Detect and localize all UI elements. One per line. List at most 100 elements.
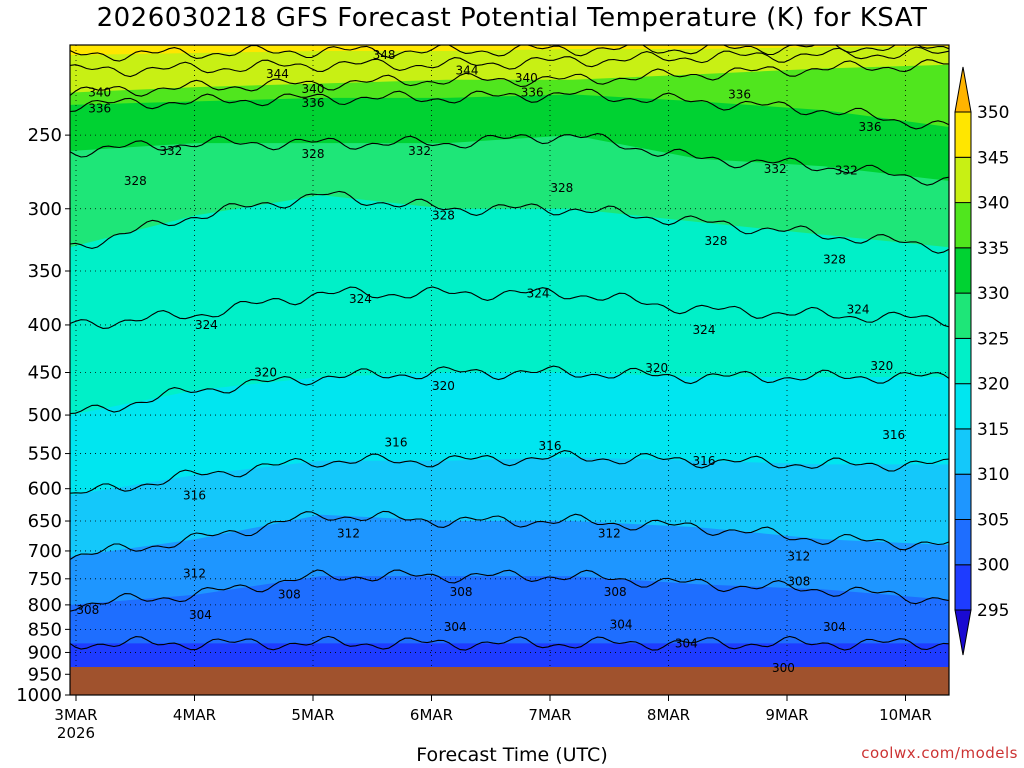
contour-label: 304	[675, 636, 698, 650]
x-axis-label: Forecast Time (UTC)	[416, 744, 608, 766]
contour-line-328	[70, 190, 949, 254]
y-tick-label: 600	[28, 479, 62, 500]
contour-label: 324	[693, 323, 716, 337]
contour-label: 332	[764, 162, 787, 176]
contour-label: 320	[870, 359, 893, 373]
y-tick-label: 250	[28, 125, 62, 146]
grid-lines	[70, 45, 949, 695]
y-tick-label: 750	[28, 569, 62, 590]
y-tick-label: 850	[28, 619, 62, 640]
colorbar-swatch	[954, 247, 972, 294]
contour-label: 304	[444, 620, 467, 634]
x-tick-label: 6MAR	[410, 706, 453, 724]
contour-label: 340	[88, 86, 111, 100]
contour-label: 336	[302, 96, 325, 110]
contour-label: 344	[456, 63, 479, 77]
contour-label: 320	[432, 379, 455, 393]
contour-label: 328	[550, 181, 573, 195]
y-tick-label: 550	[28, 444, 62, 465]
contour-label: 308	[450, 585, 473, 599]
colorbar-swatch	[954, 473, 972, 521]
colorbar-min-arrow	[954, 609, 972, 656]
colorbar-swatch	[954, 337, 972, 385]
contour-label: 304	[189, 608, 212, 622]
colorbar-tick-label: 320	[977, 375, 1009, 395]
contour-label: 308	[787, 575, 810, 589]
y-tick-label: 950	[28, 664, 62, 685]
colorbar-tick-label: 310	[977, 465, 1009, 485]
colorbar-tick-label: 330	[977, 284, 1009, 304]
contour-label: 308	[76, 603, 99, 617]
contour-label: 332	[159, 144, 182, 158]
contour-label: 300	[772, 661, 795, 675]
contour-label: 312	[183, 566, 206, 580]
x-tick-label: 4MAR	[173, 706, 216, 724]
temperature-fill	[70, 45, 949, 695]
contour-line-312	[70, 510, 949, 560]
colorbar-swatch	[954, 564, 972, 611]
x-tick-label: 8MAR	[647, 706, 690, 724]
contour-label: 332	[408, 144, 431, 158]
contour-label: 340	[302, 82, 325, 96]
x-tick-year: 2026	[57, 724, 95, 742]
colorbar-tick-label: 325	[977, 329, 1009, 349]
contour-line-316	[70, 450, 949, 494]
colorbar-tick-label: 315	[977, 420, 1009, 440]
plot-frame	[69, 44, 950, 696]
contour-label: 344	[266, 67, 289, 81]
contour-label: 348	[373, 48, 396, 62]
contour-label: 324	[527, 287, 550, 301]
x-tick-label: 7MAR	[528, 706, 571, 724]
contour-label: 316	[539, 439, 562, 453]
contour-label: 316	[693, 454, 716, 468]
y-tick-label: 800	[28, 595, 62, 616]
colorbar-tick-label: 295	[977, 601, 1009, 621]
contour-label: 320	[254, 366, 277, 380]
contour-label: 308	[278, 588, 301, 602]
contour-label: 308	[604, 585, 627, 599]
colorbar-tick-label: 300	[977, 556, 1009, 576]
colorbar-tick-label: 350	[977, 103, 1009, 123]
x-tick-label: 10MAR	[879, 706, 932, 724]
contour-label: 316	[183, 488, 206, 502]
y-tick-label: 900	[28, 642, 62, 663]
colorbar-swatch	[954, 111, 972, 158]
y-tick-label: 650	[28, 511, 62, 532]
y-axis: 2503003504004505005506006507007508008509…	[16, 125, 70, 706]
colorbar-tick-label: 335	[977, 239, 1009, 259]
contour-label: 312	[598, 526, 621, 540]
colorbar-swatch	[954, 292, 972, 339]
y-tick-label: 1000	[16, 685, 62, 706]
colorbar: 295 300 305 310 315 320 325 330 335 340 345 350	[954, 66, 1009, 656]
contour-line-324	[70, 286, 949, 329]
ground-fill	[70, 667, 949, 695]
contour-line-304	[70, 635, 949, 651]
y-tick-label: 400	[28, 315, 62, 336]
contour-label: 332	[835, 164, 858, 178]
contour-label: 328	[823, 252, 846, 266]
y-tick-label: 700	[28, 541, 62, 562]
contour-label: 336	[728, 87, 751, 101]
contour-line-336	[70, 88, 949, 130]
contour-lines	[70, 45, 949, 651]
colorbar-swatch	[954, 156, 972, 204]
contour-line-340	[70, 59, 949, 97]
contour-label: 340	[515, 71, 538, 85]
colorbar-swatch	[954, 519, 972, 566]
colorbar-swatch	[954, 428, 972, 475]
y-tick-label: 300	[28, 199, 62, 220]
contour-label: 316	[882, 428, 905, 442]
contour-label: 324	[349, 292, 372, 306]
colorbar-tick-label: 305	[977, 511, 1009, 531]
colorbar-tick-label: 340	[977, 194, 1009, 214]
colorbar-swatch	[954, 383, 972, 430]
contour-label: 336	[859, 120, 882, 134]
contour-label: 304	[823, 620, 846, 634]
contour-label: 316	[385, 435, 408, 449]
contour-line-308	[70, 569, 949, 612]
contour-label: 336	[88, 101, 111, 115]
contour-label: 328	[432, 208, 455, 222]
